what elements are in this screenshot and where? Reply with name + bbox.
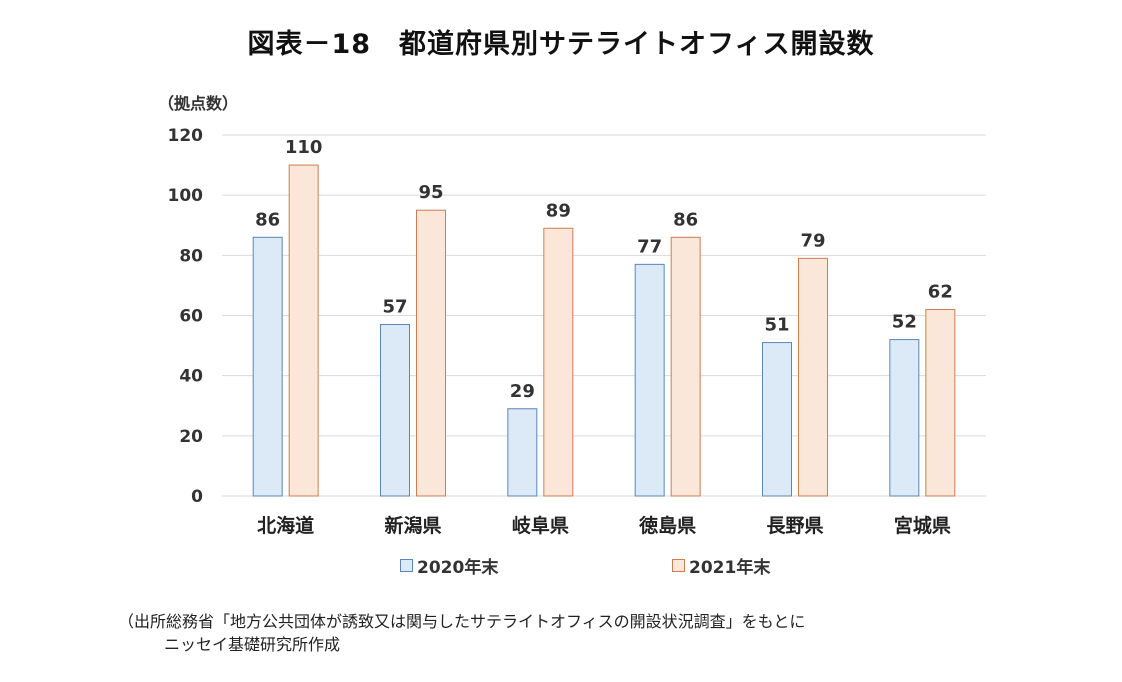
- data-label: 89: [546, 200, 571, 221]
- legend-swatch-2020: [400, 559, 413, 572]
- y-tick-label: 20: [179, 427, 203, 447]
- chart-title: 図表－18 都道府県別サテライトオフィス開設数: [247, 29, 875, 60]
- data-label: 77: [637, 236, 662, 257]
- legend-swatch-2021: [672, 559, 685, 572]
- data-label: 86: [255, 209, 280, 230]
- bar: [889, 339, 920, 497]
- bar: [925, 308, 956, 497]
- data-label: 95: [418, 182, 443, 203]
- source-note-line1: （出所総務省「地方公共団体が誘致又は関与したサテライトオフィスの開設状況調査」を…: [118, 612, 806, 631]
- y-tick-label: 120: [168, 126, 204, 146]
- bar-chart: 0 20 40 60 80 100 120 86 110 北海道 57 95 新潟県 29 89 岐阜県 77 8…: [168, 126, 986, 537]
- legend-label-2021: 2021年末: [689, 558, 771, 578]
- legend-label-2020: 2020年末: [417, 558, 499, 578]
- y-axis-label: （拠点数）: [158, 94, 239, 113]
- data-label: 110: [285, 137, 323, 158]
- y-tick-label: 60: [179, 307, 203, 327]
- x-tick-label: 宮城県: [894, 514, 951, 537]
- source-note: （出所総務省「地方公共団体が誘致又は関与したサテライトオフィスの開設状況調査」を…: [118, 610, 805, 656]
- legend-item-2020: 2020年末: [400, 553, 498, 578]
- y-tick-label: 40: [179, 367, 203, 387]
- bar: [288, 164, 319, 497]
- x-tick-label: 岐阜県: [512, 514, 569, 537]
- source-note-line2: ニッセイ基礎研究所作成: [164, 635, 341, 654]
- bar: [634, 263, 665, 497]
- y-tick-label: 100: [168, 186, 204, 206]
- bar: [543, 227, 574, 497]
- bar: [252, 236, 283, 497]
- y-tick-label: 0: [191, 487, 203, 507]
- data-label: 62: [928, 281, 953, 302]
- data-label: 29: [510, 381, 535, 402]
- data-label: 86: [673, 209, 698, 230]
- bar: [380, 324, 410, 497]
- data-label: 57: [382, 297, 407, 318]
- bar: [670, 236, 701, 497]
- legend-item-2021: 2021年末: [672, 553, 770, 578]
- bar: [507, 408, 538, 497]
- bar: [798, 257, 828, 497]
- x-tick-label: 北海道: [257, 514, 314, 537]
- bar: [416, 209, 446, 497]
- data-label: 79: [800, 230, 825, 251]
- data-label: 52: [892, 312, 917, 333]
- x-tick-label: 徳島県: [638, 514, 696, 537]
- y-tick-label: 80: [179, 246, 203, 266]
- bar: [762, 342, 792, 497]
- x-tick-label: 長野県: [766, 515, 823, 537]
- data-label: 51: [764, 315, 789, 336]
- x-tick-label: 新潟県: [384, 514, 441, 537]
